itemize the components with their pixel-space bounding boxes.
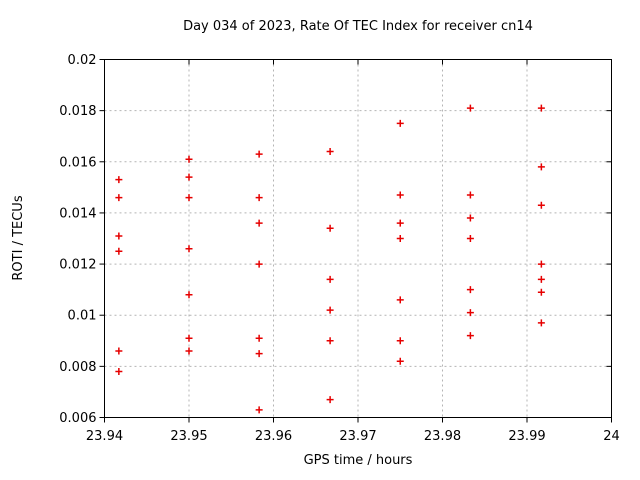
y-tick-label: 0.018 (59, 104, 96, 119)
y-tick-label: 0.012 (59, 258, 96, 273)
data-point-marker (115, 247, 123, 255)
data-point-marker (396, 219, 404, 227)
data-point-marker (115, 194, 123, 202)
data-point-marker (326, 148, 334, 156)
data-point-marker (115, 176, 123, 184)
x-tick-label: 23.95 (170, 429, 207, 444)
data-point-marker (185, 291, 193, 299)
data-point-marker (537, 201, 545, 209)
y-tick-label: 0.014 (59, 206, 96, 221)
data-point-marker (537, 288, 545, 296)
data-point-marker (255, 334, 263, 342)
x-tick-label: 23.99 (508, 429, 545, 444)
data-point-marker (396, 357, 404, 365)
data-point-marker (396, 337, 404, 345)
data-point-marker (255, 260, 263, 268)
data-point-marker (326, 275, 334, 283)
data-point-marker (255, 194, 263, 202)
data-point-marker (185, 173, 193, 181)
plot-border (104, 59, 612, 418)
data-point-marker (396, 119, 404, 127)
x-axis-label: GPS time / hours (304, 453, 413, 468)
data-point-marker (185, 334, 193, 342)
x-tick-label: 23.94 (86, 429, 123, 444)
x-tick-label: 24 (603, 429, 620, 444)
data-point-marker (537, 275, 545, 283)
data-point-marker (115, 367, 123, 375)
data-point-marker (255, 350, 263, 358)
data-point-marker (537, 260, 545, 268)
data-point-marker (466, 104, 474, 112)
axes (99, 59, 612, 423)
data-point-marker (537, 163, 545, 171)
data-point-marker (466, 214, 474, 222)
data-point-marker (396, 296, 404, 304)
y-tick-label: 0.01 (68, 309, 97, 324)
x-tick-label: 23.96 (255, 429, 292, 444)
y-tick-label: 0.006 (59, 411, 96, 426)
data-point-marker (255, 406, 263, 414)
data-point-marker (466, 309, 474, 317)
data-points (115, 104, 545, 414)
data-point-marker (537, 319, 545, 327)
data-point-marker (185, 245, 193, 253)
data-point-marker (326, 337, 334, 345)
data-point-marker (466, 286, 474, 294)
data-point-marker (115, 347, 123, 355)
x-tick-label: 23.97 (339, 429, 376, 444)
y-tick-label: 0.008 (59, 360, 96, 375)
data-point-marker (466, 332, 474, 340)
data-point-marker (115, 232, 123, 240)
data-point-marker (185, 347, 193, 355)
data-point-marker (326, 396, 334, 404)
data-point-marker (255, 150, 263, 158)
data-point-marker (185, 155, 193, 163)
tick-labels: 23.94 23.95 23.96 23.97 23.98 23.99 24 0.006 0.0… (59, 53, 619, 444)
data-point-marker (255, 219, 263, 227)
grid-lines (104, 59, 612, 418)
data-point-marker (326, 224, 334, 232)
data-point-marker (326, 306, 334, 314)
data-point-marker (396, 191, 404, 199)
data-point-marker (537, 104, 545, 112)
data-point-marker (185, 194, 193, 202)
y-tick-label: 0.02 (68, 53, 97, 68)
y-axis-label: ROTI / TECUs (11, 195, 26, 280)
data-point-marker (466, 191, 474, 199)
x-tick-label: 23.98 (424, 429, 461, 444)
data-point-marker (466, 235, 474, 242)
y-tick-label: 0.016 (59, 155, 96, 170)
chart-title: Day 034 of 2023, Rate Of TEC Index for r… (183, 19, 533, 34)
data-point-marker (396, 235, 404, 242)
